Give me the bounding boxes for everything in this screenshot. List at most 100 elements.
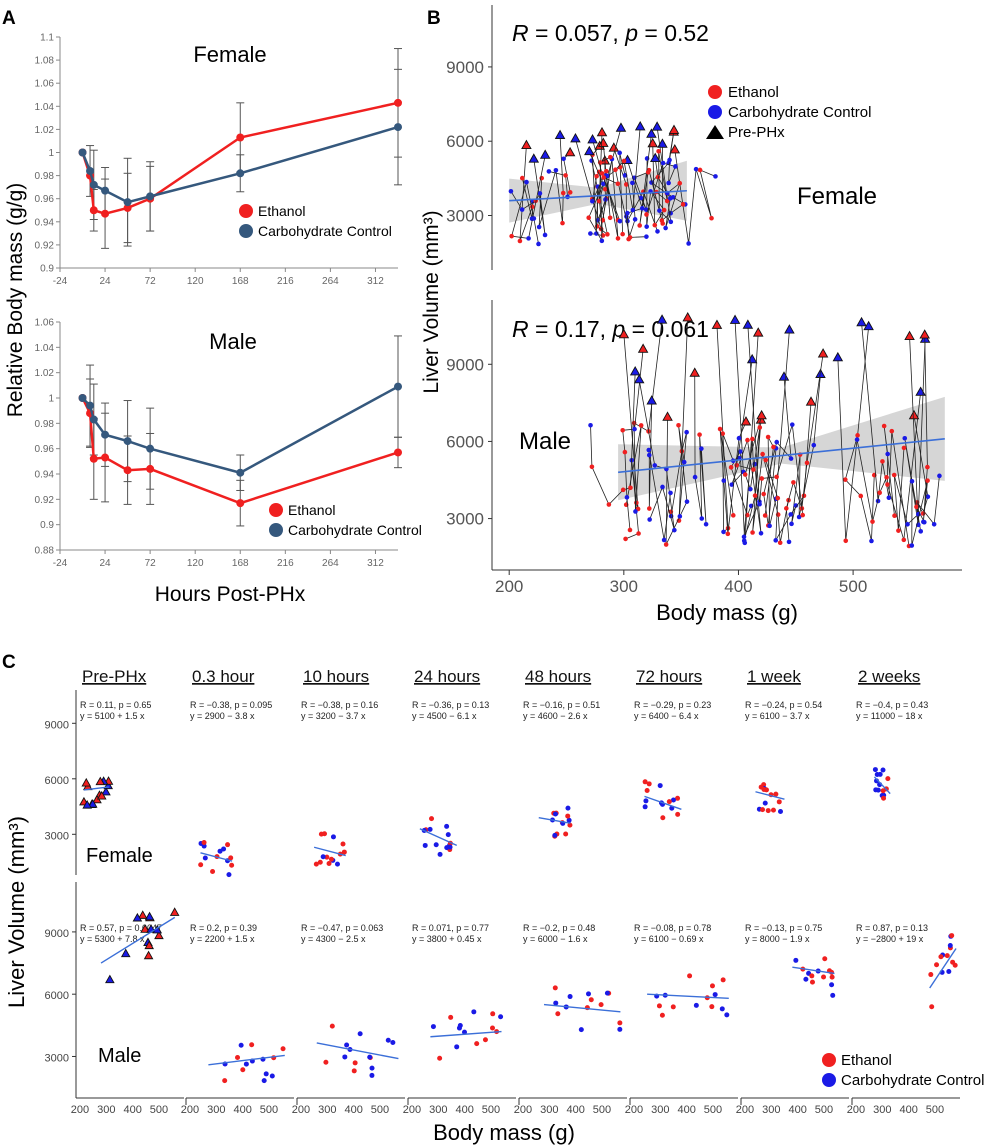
- a-male-y-tick-label: 1.02: [35, 368, 55, 379]
- b-legend-control-marker: [708, 105, 722, 119]
- c-male-y-tick-label: 9000: [45, 928, 69, 940]
- c-male-data-point: [712, 992, 718, 998]
- b-female-data-point: [524, 179, 529, 185]
- c-male-data-point: [944, 953, 950, 959]
- c-male-data-point: [604, 990, 610, 996]
- c-male-stat-r: R = −0.2, p = 0.48: [523, 923, 595, 933]
- b-male-prephx-triangle: [629, 365, 641, 376]
- b-male-data-point: [889, 428, 895, 434]
- b-female-data-point: [509, 233, 514, 239]
- a-male-ethanol-point: [101, 453, 110, 462]
- c-legend-control-marker: [822, 1073, 836, 1087]
- b-male-y-tick-label: 3000: [446, 510, 484, 529]
- a-female-ethanol-point: [394, 98, 402, 107]
- c-female-data-point: [763, 787, 769, 793]
- a-female-title: Female: [193, 42, 266, 67]
- c-facet-title: 0.3 hour: [192, 667, 255, 686]
- b-male-data-point: [741, 534, 747, 540]
- b-female-data-point: [693, 166, 699, 172]
- c-x-tick-label: 500: [704, 1104, 722, 1116]
- b-legend-ethanol: Ethanol: [728, 84, 779, 101]
- b-male-data-point: [652, 463, 658, 468]
- b-x-tick-label: 400: [724, 577, 752, 596]
- a-female-y-tick-label: 0.92: [35, 240, 55, 251]
- b-male-data-point: [697, 432, 702, 437]
- c-female-data-point: [877, 771, 883, 777]
- b-male-trajectory-line: [913, 415, 940, 526]
- c-female-stat-r: R = −0.38, p = 0.095: [190, 700, 272, 710]
- c-female-data-point: [567, 822, 573, 828]
- a-female-ethanol-point: [101, 209, 110, 218]
- a-female-y-tick-label: 1.1: [40, 33, 54, 44]
- b-male-data-point: [741, 538, 747, 544]
- b-female-prephx-triangle: [539, 149, 551, 159]
- b-female-prephx-triangle: [584, 145, 595, 156]
- b-female-data-point: [537, 191, 543, 196]
- c-male-data-point: [552, 985, 558, 991]
- b-male-data-point: [843, 538, 849, 544]
- c-male-data-point: [437, 1055, 443, 1061]
- c-female-data-point: [340, 841, 346, 847]
- c-facet-title: 1 week: [747, 667, 801, 686]
- c-male-fit-line: [929, 948, 957, 989]
- c-male-data-point: [934, 962, 940, 968]
- b-legend-control: Carbohydrate Control: [728, 104, 871, 121]
- b-male-data-point: [777, 540, 783, 546]
- a-male-x-tick-label: 120: [187, 558, 204, 569]
- c-female-y-tick-label: 6000: [45, 775, 69, 787]
- b-male-trajectory-line: [785, 353, 824, 542]
- c-male-data-point: [659, 1012, 665, 1018]
- b-male-data-point: [901, 537, 907, 543]
- c-male-data-point: [498, 1014, 504, 1020]
- a-male-ethanol-point: [123, 466, 132, 475]
- b-male-data-point: [633, 509, 638, 514]
- a-female-ethanol-point: [236, 133, 245, 142]
- b-female-data-point: [623, 182, 629, 187]
- b-female-data-point: [561, 156, 566, 162]
- b-male-prephx-triangle: [646, 395, 657, 405]
- b-female-data-point: [657, 208, 662, 213]
- b-male-data-point: [646, 452, 652, 458]
- b-male-trajectory-line: [911, 335, 928, 546]
- b-x-tick-label: 200: [495, 577, 523, 596]
- c-female-data-point: [660, 815, 666, 821]
- c-male-stat-r: R = 0.2, p = 0.39: [190, 923, 257, 933]
- c-male-data-point: [329, 1023, 335, 1029]
- a-male-y-tick-label: 0.94: [35, 470, 55, 481]
- c-male-data-point: [719, 1006, 725, 1012]
- a-male-y-tick-label: 1.06: [35, 318, 55, 329]
- c-female-fit-line: [755, 791, 785, 800]
- b-male-data-point: [937, 473, 942, 479]
- b-male-data-point: [885, 482, 890, 487]
- b-female-y-tick-label: 3000: [446, 207, 484, 226]
- b-male-data-point: [870, 519, 875, 524]
- b-female-data-point: [601, 175, 606, 180]
- c-male-data-point: [555, 1011, 561, 1017]
- b-male-prephx-triangle: [746, 353, 758, 364]
- b-female-data-point: [644, 212, 649, 217]
- b-male-data-point: [750, 436, 755, 442]
- c-female-fit-line: [873, 776, 891, 795]
- c-x-tick-label: 200: [292, 1104, 310, 1116]
- b-female-data-point: [661, 207, 667, 213]
- b-male-trajectory-line: [837, 357, 887, 541]
- b-male-data-point: [902, 435, 908, 441]
- b-female-data-point: [652, 222, 658, 228]
- a-male-legend-ethanol-marker: [269, 503, 283, 517]
- b-male-data-point: [636, 531, 641, 536]
- c-female-data-point: [875, 787, 881, 793]
- a-female-ethanol-line: [81, 101, 399, 216]
- a-female-control-point: [101, 186, 110, 195]
- c-male-data-point: [567, 994, 573, 1000]
- c-male-data-point: [369, 1065, 375, 1071]
- b-female-data-point: [530, 204, 535, 210]
- b-male-data-point: [788, 456, 794, 461]
- b-female-data-point: [567, 190, 573, 195]
- b-male-trajectory-line: [904, 336, 925, 532]
- c-male-prephx-triangle: [132, 912, 143, 922]
- c-male-data-point: [454, 1044, 460, 1050]
- c-male-data-point: [351, 1068, 357, 1074]
- b-female-prephx-triangle: [528, 153, 540, 163]
- a-male-legend-ethanol: Ethanol: [288, 502, 335, 518]
- b-female-prephx-triangle: [669, 143, 681, 154]
